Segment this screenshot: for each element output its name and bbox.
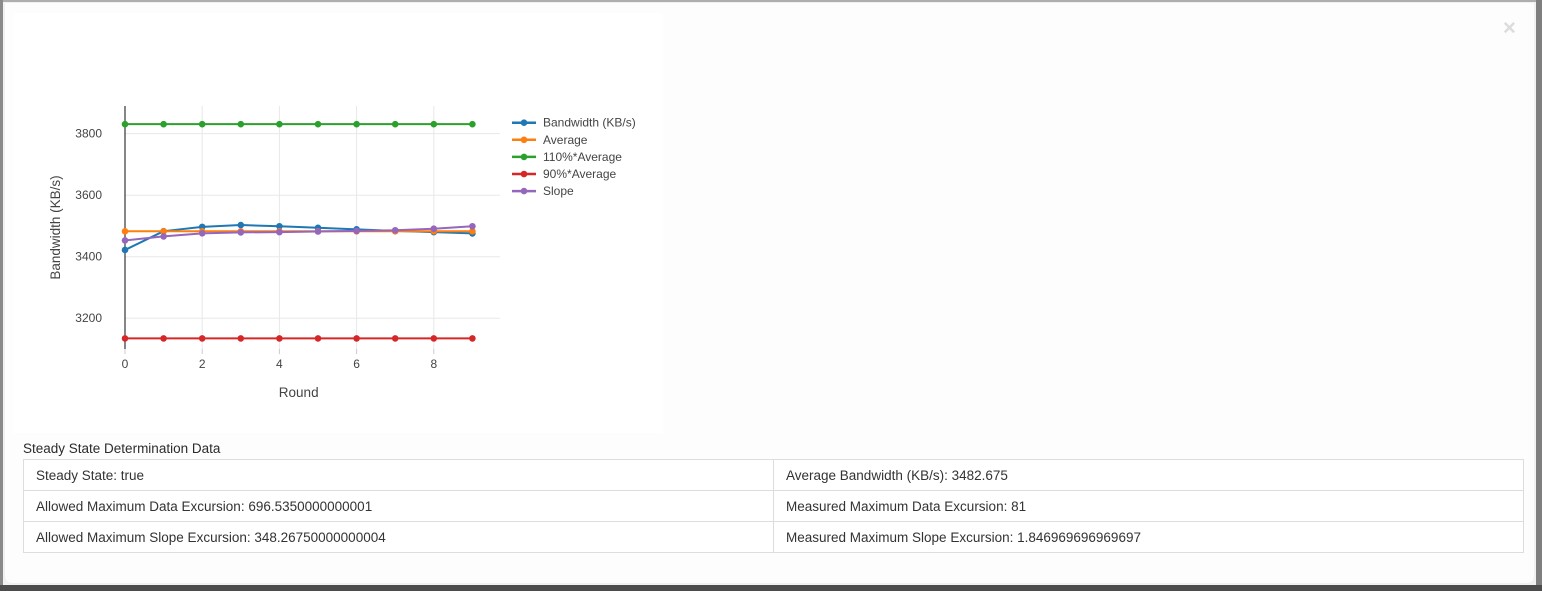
legend-label: Bandwidth (KB/s) [543, 116, 636, 130]
series-bandwidth-kb-s [121, 221, 476, 254]
series-marker [198, 230, 206, 237]
series-marker [237, 120, 245, 128]
series-marker [353, 120, 360, 128]
x-tick-label: 2 [199, 357, 206, 371]
series-line [124, 225, 473, 242]
series-marker [276, 335, 283, 342]
table-row: Steady State: true Average Bandwidth (KB… [23, 459, 1524, 491]
series-marker [353, 227, 360, 235]
series-marker [353, 335, 360, 342]
series-marker [391, 120, 399, 128]
series-marker [198, 120, 206, 128]
x-axis: 0 2 4 6 8 [122, 349, 437, 371]
legend: Bandwidth (KB/s) Average 110%*Average 90%*A… [512, 116, 636, 198]
series-marker [430, 120, 438, 128]
legend-item-slope[interactable]: Slope [512, 184, 574, 198]
steady-state-table: Steady State: true Average Bandwidth (KB… [23, 459, 1524, 553]
x-tick-label: 8 [430, 357, 437, 371]
close-button[interactable]: × [1503, 17, 1516, 39]
bandwidth-chart: 0 2 4 6 8 3200 3400 3600 3800 Round Bandwidth (KB/… [13, 13, 663, 433]
frame-edge-right [1536, 0, 1542, 591]
series-marker [469, 335, 476, 342]
x-tick-label: 4 [276, 357, 283, 371]
cell-steady-state: Steady State: true [23, 459, 774, 491]
series-marker [276, 222, 283, 230]
series-110-average [121, 120, 476, 128]
series-marker [121, 120, 129, 128]
legend-marker-swatch [520, 153, 528, 161]
legend-item-90-average[interactable]: 90%*Average [512, 167, 616, 181]
series-marker [121, 227, 129, 235]
frame-edge-top [0, 0, 1542, 2]
legend-label: Slope [543, 184, 574, 198]
y-axis-title: Bandwidth (KB/s) [48, 175, 63, 279]
series-marker [314, 228, 322, 235]
cell-measured-data-excursion: Measured Maximum Data Excursion: 81 [773, 490, 1524, 522]
series-marker [160, 120, 167, 128]
series-marker [430, 335, 438, 342]
series-marker [237, 335, 245, 342]
series-marker [314, 335, 322, 342]
legend-marker-swatch [520, 119, 528, 126]
x-axis-title: Round [279, 385, 319, 400]
bandwidth-chart-svg: 0 2 4 6 8 3200 3400 3600 3800 Round Bandwidth (KB/… [48, 106, 636, 400]
series-marker [469, 227, 476, 235]
series-marker [391, 226, 399, 234]
table-title: Steady State Determination Data [23, 441, 221, 456]
series-marker [391, 335, 399, 342]
cell-allowed-data-excursion: Allowed Maximum Data Excursion: 696.5350… [23, 490, 774, 522]
cell-average-bandwidth: Average Bandwidth (KB/s): 3482.675 [773, 459, 1524, 491]
series-marker [121, 237, 129, 244]
series-slope [121, 222, 476, 244]
frame-edge-bottom [0, 585, 1542, 591]
legend-marker-swatch [520, 187, 528, 195]
legend-marker-swatch [520, 170, 528, 178]
series-marker [160, 335, 167, 342]
series-marker [314, 120, 322, 128]
series-marker [469, 120, 476, 128]
series-marker [121, 335, 129, 342]
y-axis: 3200 3400 3600 3800 [75, 127, 102, 326]
legend-label: 110%*Average [543, 150, 622, 164]
x-tick-label: 0 [122, 357, 129, 371]
legend-label: 90%*Average [543, 167, 616, 181]
cell-allowed-slope-excursion: Allowed Maximum Slope Excursion: 348.267… [23, 521, 774, 553]
legend-item-bandwidth-kb-s[interactable]: Bandwidth (KB/s) [512, 116, 636, 130]
x-tick-label: 6 [353, 357, 360, 371]
series-marker [237, 229, 245, 236]
legend-label: Average [543, 133, 588, 147]
legend-item-average[interactable]: Average [512, 133, 588, 147]
frame-edge-left [0, 0, 3, 591]
series-90-average [121, 335, 476, 342]
series-marker [198, 335, 206, 342]
series-marker [160, 233, 167, 240]
series-marker [276, 120, 283, 128]
series-marker [121, 246, 129, 254]
legend-marker-swatch [520, 136, 528, 144]
y-tick-label: 3600 [75, 188, 102, 202]
close-icon: × [1503, 15, 1516, 40]
table-row: Allowed Maximum Slope Excursion: 348.267… [23, 521, 1524, 553]
series-marker [469, 222, 476, 230]
series-marker [276, 228, 283, 236]
table-row: Allowed Maximum Data Excursion: 696.5350… [23, 490, 1524, 522]
cell-measured-slope-excursion: Measured Maximum Slope Excursion: 1.8469… [773, 521, 1524, 553]
series-marker [160, 227, 167, 235]
y-tick-label: 3200 [75, 311, 102, 325]
steady-state-modal: × 0 2 4 6 8 3200 3400 3600 3800 Round Bandwidth (K… [4, 2, 1535, 584]
series-marker [237, 221, 245, 229]
y-tick-label: 3400 [75, 250, 102, 264]
series-marker [430, 225, 438, 233]
legend-item-110-average[interactable]: 110%*Average [512, 150, 622, 164]
y-tick-label: 3800 [75, 127, 102, 141]
